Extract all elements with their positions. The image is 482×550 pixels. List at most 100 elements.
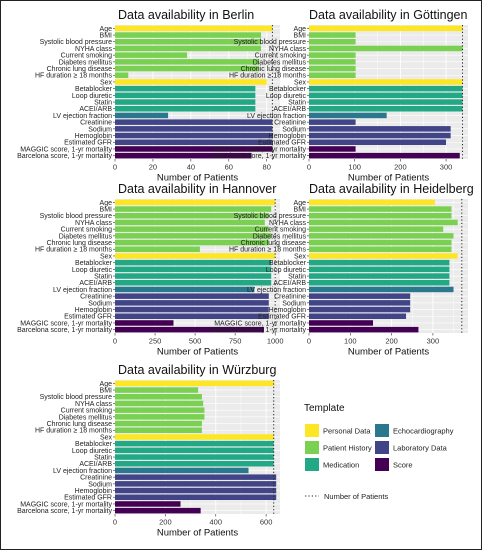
legend-label: Score <box>393 461 413 470</box>
category-label: Chronic lung disease <box>241 66 306 73</box>
category-label: HF duration ≥ 18 months <box>35 428 112 435</box>
x-tick-label: 200 <box>394 163 407 172</box>
category-label: Creatinine <box>274 294 306 301</box>
category-label: Sex <box>100 253 113 260</box>
x-tick-label: 300 <box>427 337 440 346</box>
bar-bmi <box>115 206 272 212</box>
bar-barcelona-score-1-yr-mortality <box>309 152 460 159</box>
legend-swatch <box>375 424 389 437</box>
bar-sex <box>309 79 463 85</box>
legend-label: Patient History <box>323 444 372 453</box>
bar-sex <box>115 79 267 85</box>
category-label: BMI <box>294 32 307 39</box>
legend-swatch <box>375 458 389 471</box>
category-label: Age <box>294 200 307 207</box>
category-label: LV ejection fraction <box>247 287 306 294</box>
legend-swatch <box>305 441 319 454</box>
category-label: HF duration ≥ 18 months <box>35 247 112 254</box>
category-label: Current smoking <box>61 53 112 60</box>
bar-statin <box>309 273 450 279</box>
bar-age <box>115 25 273 32</box>
category-label: Current smoking <box>61 408 112 415</box>
bar-loop-diuretic <box>115 447 274 454</box>
category-label: NYHA class <box>75 220 112 227</box>
bar-estimated-gfr <box>115 313 269 319</box>
legend: Template Personal Data Patient History Medi… <box>304 403 454 501</box>
bar-diabetes-mellitus <box>115 414 205 420</box>
bar-hemoglobin <box>309 132 451 139</box>
category-label: MAGGIC score, 1-yr mortality <box>214 146 306 153</box>
bar-betablocker <box>309 259 450 266</box>
x-tick-label: 100 <box>344 337 357 346</box>
bar-betablocker <box>115 259 272 266</box>
bar-age <box>309 25 463 32</box>
category-label: MAGGIC score, 1-yr mortality <box>20 146 112 153</box>
legend-item-score: Score <box>375 458 413 471</box>
bar-bmi <box>115 387 199 393</box>
bar-sodium <box>115 481 277 487</box>
category-label: Sex <box>294 79 307 86</box>
category-label: Barcelona score, 1-yr mortality <box>17 153 112 160</box>
bar-nyha-class <box>309 45 463 52</box>
x-tick-label: 200 <box>385 337 398 346</box>
bar-sodium <box>309 300 411 306</box>
bar-loop-diuretic <box>115 266 272 273</box>
category-label: MAGGIC score, 1-yr mortality <box>214 320 306 327</box>
legend-item-echocardiography: Echocardiography <box>375 424 454 437</box>
bar-age <box>115 199 276 206</box>
category-label: Statin <box>288 273 306 280</box>
bar-hf-duration-18-months <box>309 72 356 78</box>
panel-gottingen: Data availability in GöttingenAgeBMISyst… <box>211 8 468 184</box>
x-axis: 0 100 200 300 <box>307 159 452 172</box>
category-label: Current smoking <box>255 53 306 60</box>
bar-age <box>115 380 274 387</box>
legend-item-number-of-patients: Number of Patients <box>305 492 388 501</box>
category-label: Statin <box>94 99 112 106</box>
chart-panels: Data availability in BerlinAgeBMISystoli… <box>17 8 474 539</box>
category-label: Barcelona score, 1-yr mortality <box>211 327 306 334</box>
category-label: Diabetes mellitus <box>59 59 113 66</box>
bars <box>115 25 273 159</box>
category-label: Sex <box>294 253 307 260</box>
x-tick-label: 0 <box>113 518 117 527</box>
bars <box>309 25 463 159</box>
bar-sex <box>115 253 276 259</box>
category-label: Creatinine <box>80 294 112 301</box>
plot-background <box>115 380 280 514</box>
bar-diabetes-mellitus <box>115 233 272 239</box>
category-label: Sodium <box>88 126 112 133</box>
bar-hf-duration-18-months <box>115 427 202 433</box>
bar-lv-ejection-fraction <box>115 112 169 119</box>
category-label: Hemoglobin <box>75 488 112 495</box>
category-label: Sodium <box>282 300 306 307</box>
bar-bmi <box>115 32 262 38</box>
legend-item-laboratory-data: Laboratory Data <box>375 441 448 454</box>
category-label: LV ejection fraction <box>247 113 306 120</box>
category-label: Loop diuretic <box>72 448 113 455</box>
category-label: Sodium <box>282 126 306 133</box>
bar-creatinine <box>115 474 277 480</box>
x-tick-label: 1000 <box>267 337 284 346</box>
category-label: Estimated GFR <box>258 140 306 147</box>
category-label: Hemoglobin <box>269 307 306 314</box>
category-label: Sex <box>100 434 113 441</box>
x-axis-label: Number of Patients <box>157 347 239 358</box>
category-label: Betablocker <box>269 86 307 93</box>
bar-statin <box>115 273 272 279</box>
x-tick-label: 0 <box>113 163 117 172</box>
category-label: LV ejection fraction <box>53 468 112 475</box>
bar-hf-duration-18-months <box>115 72 129 78</box>
category-label: Systolic blood pressure <box>40 39 112 46</box>
bar-statin <box>309 99 463 105</box>
category-label: Statin <box>94 273 112 280</box>
legend-label: Echocardiography <box>393 427 454 436</box>
bar-nyha-class <box>115 45 262 52</box>
x-tick-label: 0 <box>307 163 311 172</box>
category-label: Estimated GFR <box>64 140 112 147</box>
x-tick-label: 100 <box>348 163 361 172</box>
legend-swatch <box>305 458 319 471</box>
category-label: Loop diuretic <box>266 93 307 100</box>
category-label: NYHA class <box>75 46 112 53</box>
x-tick-label: 500 <box>189 337 202 346</box>
